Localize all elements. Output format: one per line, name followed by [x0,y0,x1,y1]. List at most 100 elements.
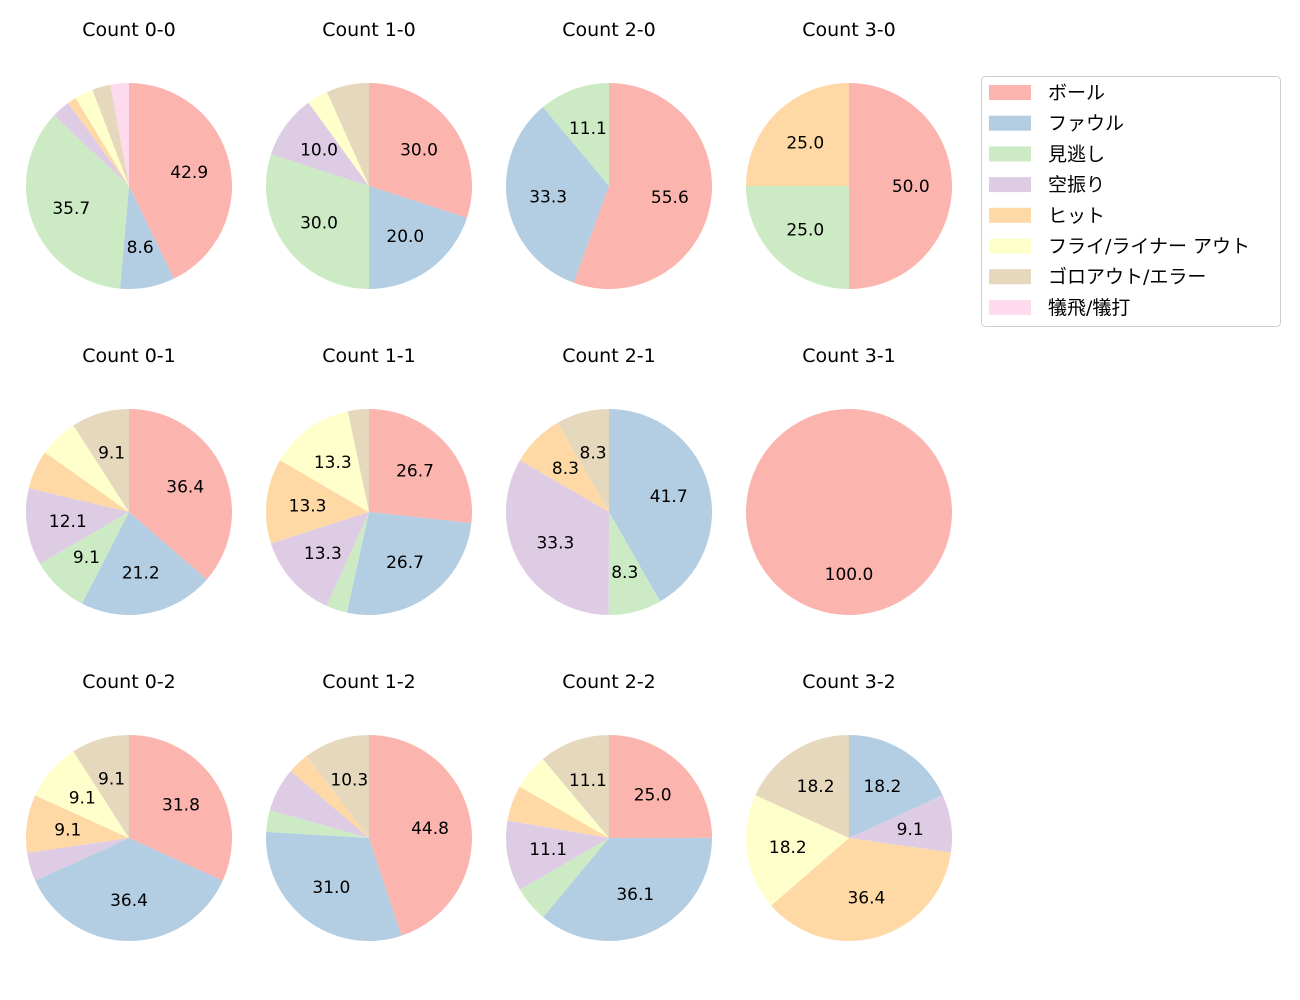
pie-slice-4 [519,422,609,512]
pie-slice-4 [507,786,609,838]
pie-slice-0 [369,735,472,936]
pie-slice-5 [75,89,129,186]
legend-label: 犠飛/犠打 [1048,297,1130,319]
slice-label: 33.3 [536,534,574,554]
slice-label: 25.0 [786,221,824,241]
legend-label: ゴロアウト/エラー [1048,266,1206,288]
slice-label: 100.0 [825,565,874,585]
pie-slice-3 [506,820,609,890]
pie-slice-4 [290,755,369,838]
slice-label: 31.8 [162,796,200,816]
slice-label: 44.8 [411,819,449,839]
pie-slice-2 [25,115,130,289]
slice-label: 30.0 [300,213,338,233]
pie-slice-1 [81,512,207,616]
pie-slice-5 [745,795,849,906]
pie-title: Count 0-1 [82,345,176,367]
pie-slice-3 [271,102,369,186]
pie-chart: Count 3-2 18.2 9.1 36.4 18.2 18.2 [745,671,952,942]
pie-slice-2 [266,810,369,838]
slice-label: 11.1 [529,840,567,860]
pie-slice-6 [73,409,129,512]
pie-slice-5 [44,425,129,512]
pie-slice-5 [519,759,609,838]
pie-title: Count 0-2 [82,671,176,693]
legend-label: ヒット [1048,205,1105,227]
slice-label: 11.1 [569,771,607,791]
pie-title: Count 2-1 [562,345,656,367]
pie-slice-2 [39,512,129,604]
pie-slice-1 [543,837,712,941]
pie-title: Count 1-0 [322,19,416,41]
pie-slice-0 [129,735,232,881]
legend-label: 空振り [1048,174,1105,196]
pie-slice-1 [266,831,402,941]
slice-label: 55.6 [651,188,689,208]
pie-chart: Count 3-0 50.0 25.0 25.0 [746,19,952,289]
slice-label: 9.1 [69,789,96,809]
pie-chart: Count 1-2 44.8 31.0 10.3 [266,671,472,941]
slice-label: 8.3 [580,443,607,463]
pie-slice-0 [369,409,472,524]
pie-slice-3 [849,795,952,853]
pie-slice-6 [542,735,609,838]
legend-label: ファウル [1048,113,1124,135]
pie-slice-1 [849,735,943,838]
slice-label: 11.1 [569,119,607,139]
slice-label: 13.3 [314,453,352,473]
pie-slice-1 [346,512,472,615]
pie-slice-6 [326,83,369,186]
pie-slice-5 [35,751,129,838]
slice-label: 9.1 [98,444,125,464]
pie-slice-3 [27,838,129,881]
pie-slice-3 [54,102,130,186]
pie-slice-1 [506,107,609,283]
slice-label: 50.0 [892,177,930,197]
slice-label: 30.0 [400,141,438,161]
slice-label: 18.2 [769,838,807,858]
pie-slice-6 [306,735,369,838]
slice-label: 41.7 [650,487,688,507]
pie-title: Count 3-1 [802,345,896,367]
slice-label: 9.1 [897,820,924,840]
slice-label: 13.3 [289,496,327,516]
slice-label: 9.1 [98,770,125,790]
pie-slice-0 [129,83,232,279]
slice-label: 18.2 [863,777,901,797]
legend-swatch [989,177,1031,193]
legend-swatch [989,85,1031,100]
pie-title: Count 1-1 [322,345,416,367]
pie-title: Count 1-2 [322,671,416,693]
slice-label: 10.0 [300,141,338,161]
pie-slice-4 [266,460,369,544]
pie-slice-1 [369,186,467,289]
slice-label: 36.4 [110,891,148,911]
pie-chart: Count 1-1 26.7 26.7 13.3 13.3 13.3 [266,345,472,615]
pie-chart: Count 1-0 30.0 20.0 30.0 10.0 [266,19,472,289]
slice-label: 26.7 [386,553,424,573]
slice-label: 36.4 [166,477,204,497]
legend-swatch [989,115,1031,131]
pie-slice-6 [755,735,849,838]
pie-slice-7 [110,83,129,186]
pie-title: Count 3-2 [802,671,896,693]
pie-slice-0 [369,83,472,218]
legend-label: フライ/ライナー アウト [1048,236,1250,258]
pie-slice-1 [35,838,223,941]
slice-label: 13.3 [304,544,342,564]
pie-slice-2 [326,512,369,613]
pie-title: Count 2-0 [562,19,656,41]
pie-slice-4 [28,452,129,512]
pie-chart: Count 2-0 55.6 33.3 11.1 [506,19,713,289]
slice-label: 25.0 [634,785,672,805]
slice-label: 25.0 [786,133,824,153]
legend-swatch [989,299,1031,315]
slice-label: 21.2 [122,564,160,584]
pie-slice-0 [849,83,952,289]
legend-swatch [989,207,1031,223]
legend-swatch [989,238,1031,254]
slice-label: 36.1 [616,885,654,905]
pie-slice-0 [573,83,713,289]
pie-title: Count 3-0 [802,19,896,41]
